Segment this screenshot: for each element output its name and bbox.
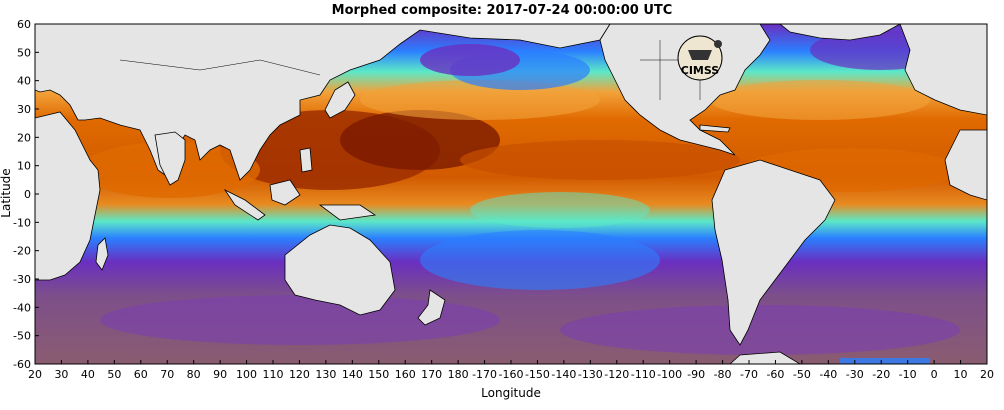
- x-tick-label: 0: [931, 368, 938, 381]
- y-tick-label: 10: [17, 160, 31, 173]
- x-tick-label: -20: [872, 368, 890, 381]
- cuba-landmass: [699, 124, 731, 133]
- x-tick-label: 90: [213, 368, 227, 381]
- x-tick-label: 40: [81, 368, 95, 381]
- y-tick-label: -50: [13, 330, 31, 343]
- x-tick-label: 140: [342, 368, 363, 381]
- x-tick-label: 10: [954, 368, 968, 381]
- x-tick-label: -30: [846, 368, 864, 381]
- y-tick-label: -20: [13, 245, 31, 258]
- sumatra-landmass: [223, 188, 266, 221]
- antarctica-tip: [729, 351, 801, 364]
- borneo-landmass: [269, 179, 301, 206]
- x-tick-label: -130: [578, 368, 603, 381]
- x-tick-label: 180: [448, 368, 469, 381]
- x-tick-label: -10: [899, 368, 917, 381]
- africa-west-landmass: [944, 129, 987, 201]
- x-tick-label: 20: [980, 368, 994, 381]
- japan-landmass: [324, 81, 356, 119]
- south-america-landmass: [711, 159, 836, 346]
- europe-landmass: [899, 24, 987, 116]
- x-tick-label: -80: [714, 368, 732, 381]
- new-zealand-landmass: [417, 289, 446, 326]
- x-tick-label: 50: [107, 368, 121, 381]
- x-tick-label: 160: [395, 368, 416, 381]
- y-tick-label: -40: [13, 301, 31, 314]
- x-tick-label: 60: [134, 368, 148, 381]
- india-landmass: [154, 131, 186, 186]
- x-tick-label: -170: [472, 368, 497, 381]
- y-tick-label: -60: [13, 358, 31, 371]
- land-masses: [35, 24, 987, 364]
- x-tick-label: 130: [315, 368, 336, 381]
- x-tick-label: -150: [525, 368, 550, 381]
- x-tick-label: 120: [289, 368, 310, 381]
- x-tick-label: -40: [819, 368, 837, 381]
- x-tick-label: -50: [793, 368, 811, 381]
- x-tick-label: 70: [160, 368, 174, 381]
- logo-text: CIMSS: [681, 64, 720, 77]
- africa-landmass: [35, 111, 101, 281]
- x-tick-label: 150: [368, 368, 389, 381]
- x-tick-label: -90: [687, 368, 705, 381]
- y-tick-label: 50: [17, 46, 31, 59]
- x-tick-label: -70: [740, 368, 758, 381]
- x-tick-label: 30: [54, 368, 68, 381]
- new-guinea-landmass: [318, 204, 377, 221]
- y-tick-label: 40: [17, 75, 31, 88]
- y-tick-label: 30: [17, 103, 31, 116]
- cimss-logo: [677, 35, 723, 81]
- north-america-landmass: [599, 24, 771, 156]
- x-tick-label: -120: [604, 368, 629, 381]
- x-tick-label: -60: [766, 368, 784, 381]
- y-axis-label: Latitude: [0, 168, 13, 218]
- x-tick-label: 80: [187, 368, 201, 381]
- philippines-landmass: [299, 147, 313, 173]
- y-tick-label: -10: [13, 216, 31, 229]
- x-tick-label: -160: [499, 368, 524, 381]
- x-tick-label: 100: [236, 368, 257, 381]
- y-tick-label: 0: [24, 188, 31, 201]
- y-tick-label: 60: [17, 18, 31, 31]
- x-axis-label: Longitude: [481, 386, 541, 400]
- y-axis-ticks: 60 50 40 30 20 10 0 -10 -20 -30 -40 -50 -60: [13, 18, 39, 371]
- greenland-landmass: [779, 24, 901, 41]
- y-tick-label: 20: [17, 131, 31, 144]
- x-tick-label: 20: [28, 368, 42, 381]
- x-tick-label: -100: [657, 368, 682, 381]
- x-tick-label: 170: [421, 368, 442, 381]
- x-tick-label: -110: [631, 368, 656, 381]
- x-tick-label: 110: [263, 368, 284, 381]
- map-title: Morphed composite: 2017-07-24 00:00:00 U…: [331, 3, 673, 18]
- australia-landmass: [284, 224, 396, 316]
- madagascar-landmass: [95, 237, 109, 271]
- x-axis-ticks: 20 30 40 50 60 70 80 90 100 110 120 130 140 150 160 170…: [28, 360, 994, 381]
- x-tick-label: -140: [551, 368, 576, 381]
- y-tick-label: -30: [13, 273, 31, 286]
